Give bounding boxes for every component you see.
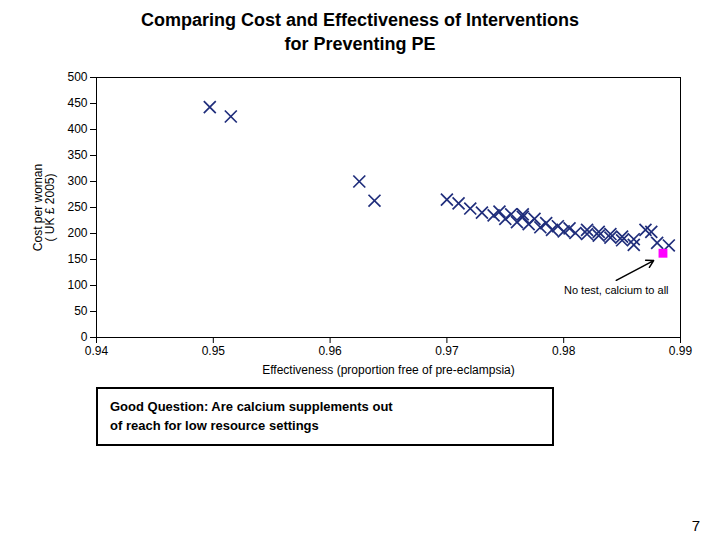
svg-text:0.96: 0.96 — [318, 344, 342, 358]
svg-text:0.97: 0.97 — [435, 344, 459, 358]
svg-text:50: 50 — [74, 304, 88, 318]
svg-text:150: 150 — [67, 252, 87, 266]
svg-text:0.98: 0.98 — [552, 344, 576, 358]
svg-text:0.94: 0.94 — [85, 344, 109, 358]
svg-text:0.95: 0.95 — [202, 344, 226, 358]
svg-text:350: 350 — [67, 148, 87, 162]
svg-text:400: 400 — [67, 122, 87, 136]
svg-text:0.99: 0.99 — [669, 344, 693, 358]
svg-text:0: 0 — [81, 330, 88, 344]
svg-text:No test, calcium to all: No test, calcium to all — [564, 284, 669, 296]
svg-text:Effectiveness (proportion free: Effectiveness (proportion free of pre-ec… — [262, 362, 515, 376]
svg-text:500: 500 — [67, 70, 87, 84]
html-text:Comparing Cost and Effectivene: Comparing Cost and Effectiveness of Inte… — [141, 10, 579, 55]
svg-text:Cost per woman( UK £ 2005): Cost per woman( UK £ 2005) — [31, 163, 57, 250]
html-text:Good Question: Are calcium sup: Good Question: Are calcium supplements o… — [110, 398, 393, 434]
svg-text:100: 100 — [67, 278, 87, 292]
svg-text:450: 450 — [67, 96, 87, 110]
html-text:7: 7 — [691, 517, 700, 534]
svg-text:250: 250 — [67, 200, 87, 214]
svg-text:300: 300 — [67, 174, 87, 188]
svg-text:200: 200 — [67, 226, 87, 240]
